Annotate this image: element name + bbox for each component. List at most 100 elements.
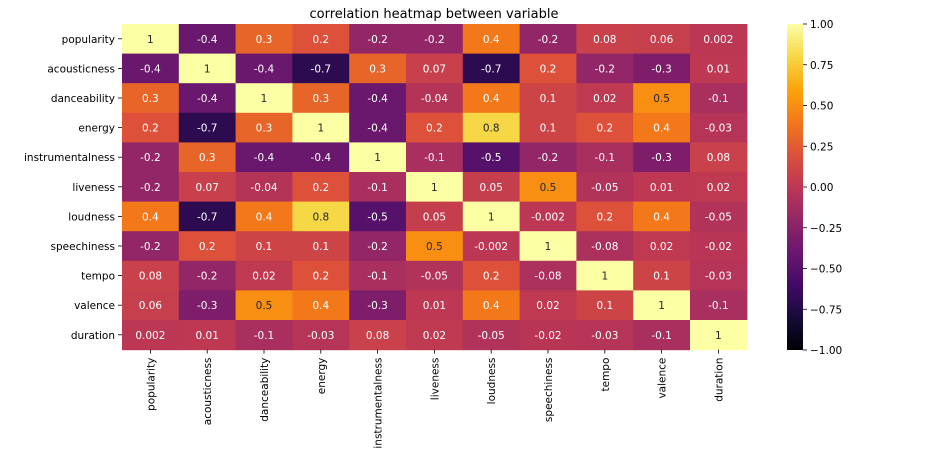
cell-annotation: 0.2: [312, 34, 329, 46]
cell-annotation: -0.2: [595, 63, 616, 75]
heatmap-cell: [576, 290, 634, 321]
cell-annotation: 0.4: [653, 123, 670, 135]
cell-annotation: 0.4: [256, 211, 273, 223]
heatmap-cell: [178, 142, 237, 173]
column-label: popularity: [145, 358, 157, 411]
cell-annotation: -0.05: [705, 211, 732, 223]
heatmap-cell: [519, 260, 577, 291]
cell-annotation: 0.02: [423, 330, 446, 342]
heatmap-cell: [576, 83, 634, 114]
heatmap-cell: [406, 172, 464, 203]
cell-annotation: -0.3: [367, 300, 388, 312]
heatmap-cell: [122, 290, 180, 321]
row-label: popularity: [62, 34, 115, 46]
heatmap-cell: [406, 201, 464, 232]
cell-annotation: 0.02: [252, 271, 275, 283]
cell-annotation: -0.05: [421, 271, 448, 283]
heatmap-cell: [406, 320, 464, 351]
cell-annotation: 0.4: [653, 211, 670, 223]
heatmap-cell: [122, 112, 180, 143]
cell-annotation: -0.5: [367, 211, 388, 223]
cell-annotation: 1: [374, 152, 381, 164]
heatmap-cell: [690, 172, 748, 203]
heatmap-cell: [633, 290, 691, 321]
cell-annotation: -0.04: [421, 93, 448, 105]
heatmap-cell: [349, 53, 407, 84]
heatmap-annotations: 1 -0.4 0.3 0.2 -0.2 -0.2 0.4 -0.2 0.08 0.06 0.002 -…: [135, 34, 733, 342]
heatmap-cell: [576, 231, 634, 262]
cell-annotation: 0.08: [139, 271, 162, 283]
colorbar: 1.00 0.75 0.50 0.25 0.00 −0.25 −0.50 −0.75 −1.00: [787, 19, 842, 357]
heatmap-cell: [690, 83, 748, 114]
cell-annotation: -0.03: [705, 123, 732, 135]
cell-annotation: -0.4: [311, 152, 332, 164]
cell-annotation: -0.1: [367, 182, 388, 194]
cell-annotation: -0.5: [481, 152, 502, 164]
cell-annotation: 0.2: [199, 241, 216, 253]
heatmap-cell: [235, 231, 293, 262]
cell-annotation: 0.4: [483, 93, 500, 105]
heatmap-cell: [406, 231, 464, 262]
cell-annotation: 0.02: [650, 241, 673, 253]
heatmap-cell: [235, 83, 293, 114]
row-label: tempo: [81, 271, 115, 283]
cell-annotation: 0.4: [483, 300, 500, 312]
column-labels: popularity acousticness danceability energy…: [145, 349, 725, 449]
heatmap-cell: [576, 53, 634, 84]
heatmap-cell: [519, 112, 577, 143]
cell-annotation: 0.3: [256, 123, 273, 135]
row-labels: popularity acousticness danceability energy…: [24, 34, 122, 342]
heatmap-cell: [292, 320, 350, 351]
heatmap-cell: [519, 142, 577, 173]
cell-annotation: 0.1: [312, 241, 329, 253]
cell-annotation: -0.7: [311, 63, 332, 75]
heatmap-cell: [122, 201, 180, 232]
cell-annotation: 0.05: [480, 182, 503, 194]
heatmap-cell: [235, 172, 293, 203]
cell-annotation: 0.1: [540, 123, 557, 135]
column-label: speechiness: [543, 358, 555, 422]
row-label: loudness: [68, 211, 115, 223]
heatmap-cell: [519, 24, 577, 55]
cell-annotation: -0.03: [705, 271, 732, 283]
colorbar-tick-label: 1.00: [810, 19, 833, 31]
cell-annotation: 0.2: [596, 211, 613, 223]
heatmap-cell: [178, 201, 237, 232]
cell-annotation: -0.08: [534, 271, 561, 283]
cell-annotation: -0.4: [254, 152, 275, 164]
heatmap-cell: [462, 320, 521, 351]
heatmap-cell: [235, 112, 293, 143]
heatmap-cell: [519, 231, 577, 262]
cell-annotation: 0.01: [707, 63, 730, 75]
heatmap-cell: [406, 83, 464, 114]
heatmap-cell: [519, 53, 577, 84]
heatmap-cell: [349, 231, 407, 262]
cell-annotation: 1: [488, 211, 495, 223]
cell-annotation: 0.3: [199, 152, 216, 164]
cell-annotation: -0.2: [140, 241, 161, 253]
cell-annotation: 0.5: [540, 182, 557, 194]
colorbar-tick-label: −0.25: [810, 223, 842, 235]
heatmap-cell: [178, 53, 237, 84]
heatmap-cell: [235, 260, 293, 291]
heatmap-cell: [122, 142, 180, 173]
heatmap-cell: [633, 231, 691, 262]
heatmap-cell: [235, 201, 293, 232]
cell-annotation: -0.7: [197, 123, 218, 135]
heatmap-cell: [519, 201, 577, 232]
cell-annotation: -0.1: [424, 152, 445, 164]
heatmap-cell: [406, 24, 464, 55]
cell-annotation: -0.08: [591, 241, 618, 253]
heatmap-cell: [349, 112, 407, 143]
heatmap-cells: [122, 24, 748, 351]
cell-annotation: 0.07: [423, 63, 446, 75]
cell-annotation: 0.01: [650, 182, 673, 194]
heatmap-cell: [576, 201, 634, 232]
column-label: valence: [657, 358, 669, 399]
heatmap-cell: [519, 172, 577, 203]
column-label: instrumentalness: [373, 358, 385, 449]
cell-annotation: -0.3: [651, 63, 672, 75]
heatmap-cell: [349, 83, 407, 114]
heatmap-cell: [178, 83, 237, 114]
heatmap-cell: [462, 290, 521, 321]
